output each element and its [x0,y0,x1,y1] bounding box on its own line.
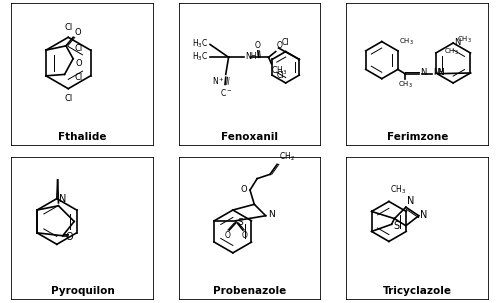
Text: N: N [420,210,428,220]
Text: Tricyclazole: Tricyclazole [383,286,452,296]
Text: CH$_3$: CH$_3$ [444,46,458,57]
Text: CH$_3$: CH$_3$ [398,80,412,90]
Text: Cl: Cl [74,73,82,82]
Text: H$_3$C: H$_3$C [192,38,208,50]
Text: Fthalide: Fthalide [58,132,107,142]
Text: CH$_3$: CH$_3$ [390,184,406,196]
Text: N: N [59,194,66,204]
Text: O: O [240,185,247,194]
Text: N: N [406,196,414,206]
Text: O: O [74,28,81,37]
Text: Ferimzone: Ferimzone [387,132,448,142]
Text: O: O [66,232,73,242]
Text: N$^+$: N$^+$ [212,75,224,87]
Text: CH$_3$: CH$_3$ [400,36,414,47]
Text: O: O [76,59,82,68]
Text: Cl: Cl [64,94,72,103]
Text: O: O [242,231,247,241]
Text: O: O [276,41,282,50]
Text: Fenoxanil: Fenoxanil [222,132,278,142]
Text: NH: NH [245,52,256,61]
Text: N: N [438,68,444,77]
Text: Cl: Cl [282,38,290,47]
Text: S: S [393,221,399,231]
Text: Cl: Cl [64,23,72,32]
Text: Cl: Cl [277,71,284,80]
Text: O: O [224,231,230,241]
Text: Cl: Cl [74,44,82,53]
Text: Probenazole: Probenazole [214,286,286,296]
Text: N: N [420,68,426,77]
Text: NH: NH [433,68,444,78]
Text: Pyroquilon: Pyroquilon [50,286,114,296]
Text: S: S [237,218,243,227]
Text: N: N [268,210,274,219]
Text: N: N [454,38,461,47]
Text: CH$_2$: CH$_2$ [278,150,294,163]
Text: C$^-$: C$^-$ [220,87,232,98]
Text: CH$_3$: CH$_3$ [458,35,472,45]
Text: O: O [254,41,260,50]
Text: H$_3$C: H$_3$C [192,50,208,63]
Text: CH$_3$: CH$_3$ [272,65,287,77]
